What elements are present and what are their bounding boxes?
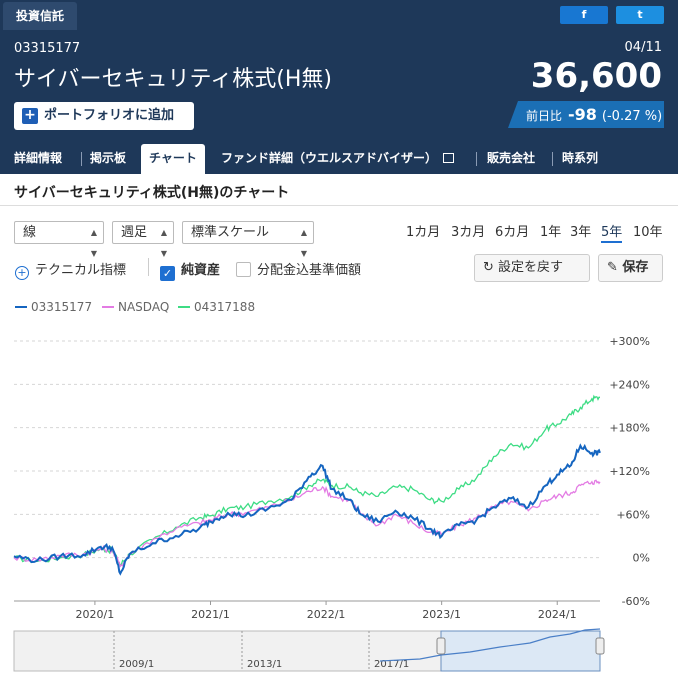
fund-nav: 詳細情報 掲示板 チャート ファンド詳細（ウエルスアドバイザー） 販売会社 時系… bbox=[0, 144, 678, 174]
x-tick-label: 2023/1 bbox=[422, 608, 461, 621]
dividend-nav-checkbox[interactable]: 分配金込基準価額 bbox=[236, 259, 361, 278]
y-tick-label: -60% bbox=[622, 595, 650, 608]
checkbox-empty-icon bbox=[236, 262, 251, 277]
tab-details[interactable]: 詳細情報 bbox=[14, 151, 63, 165]
tab-board[interactable]: 掲示板 bbox=[90, 151, 127, 165]
period-6m[interactable]: 6カ月 bbox=[495, 225, 530, 240]
y-tick-label: +300% bbox=[609, 335, 650, 348]
y-tick-label: +240% bbox=[609, 378, 650, 391]
top-bar: 投資信託 f t bbox=[0, 0, 678, 30]
series-line-03315177 bbox=[13, 443, 601, 576]
period-3y[interactable]: 3年 bbox=[570, 225, 592, 240]
fund-name: サイバーセキュリティ株式(H無) bbox=[14, 67, 332, 92]
chevron-updown-icon: ▲ ▼ bbox=[90, 228, 97, 258]
scale-select[interactable]: 標準スケール ▲ ▼ bbox=[182, 221, 314, 258]
reset-settings-button[interactable]: ↻ 設定を戻す bbox=[474, 254, 590, 282]
technical-indicator-toggle[interactable]: + テクニカル指標 bbox=[15, 259, 126, 280]
legend-label: NASDAQ bbox=[118, 300, 170, 314]
chart-type-value: 線 bbox=[23, 225, 37, 240]
x-tick-label: 2022/1 bbox=[307, 608, 346, 621]
price-chart[interactable]: +300% +240% +180% +120% +60% 0% -60% 2020/1 2021… bbox=[0, 325, 678, 683]
navigator-label: 2009/1 bbox=[119, 659, 154, 670]
fund-code: 03315177 bbox=[14, 41, 81, 56]
x-tick-label: 2021/1 bbox=[191, 608, 230, 621]
external-link-icon bbox=[443, 153, 455, 163]
navigator-label: 2017/1 bbox=[374, 659, 409, 670]
chevron-updown-icon: ▲ ▼ bbox=[160, 228, 167, 258]
legend-swatch bbox=[15, 306, 27, 308]
y-tick-label: +60% bbox=[616, 508, 650, 521]
price-change-badge: 前日比 -98 (-0.27 %) bbox=[508, 101, 664, 128]
y-tick-label: 0% bbox=[633, 552, 650, 565]
divider bbox=[148, 258, 149, 276]
period-10y[interactable]: 10年 bbox=[633, 225, 663, 240]
page-title: サイバーセキュリティ株式(H無)のチャート bbox=[14, 185, 290, 201]
x-tick-label: 2020/1 bbox=[76, 608, 115, 621]
net-assets-label: 純資産 bbox=[181, 263, 221, 278]
save-label: 保存 bbox=[622, 260, 649, 275]
interval-select[interactable]: 週足 ▲ ▼ bbox=[112, 221, 174, 258]
tab-timeseries[interactable]: 時系列 bbox=[562, 151, 599, 165]
nav-separator bbox=[552, 152, 553, 166]
tab-fund-details[interactable]: ファンド詳細（ウエルスアドバイザー） bbox=[221, 144, 455, 174]
chart-type-select[interactable]: 線 ▲ ▼ bbox=[14, 221, 104, 258]
legend-item-nasdaq[interactable]: NASDAQ bbox=[102, 300, 169, 314]
period-5y[interactable]: 5年 bbox=[601, 221, 623, 243]
checkmark-icon: ✓ bbox=[160, 266, 175, 281]
legend-swatch bbox=[178, 306, 190, 308]
nav-separator bbox=[476, 152, 477, 166]
scale-value: 標準スケール bbox=[191, 225, 270, 240]
legend-swatch bbox=[102, 306, 114, 308]
dividend-nav-label: 分配金込基準価額 bbox=[257, 263, 362, 278]
paperclip-icon: ✎ bbox=[607, 260, 623, 275]
reset-label: 設定を戻す bbox=[498, 260, 564, 275]
facebook-icon: f bbox=[581, 8, 587, 21]
legend-label: 03315177 bbox=[31, 300, 93, 314]
change-value: -98 bbox=[568, 105, 597, 124]
category-tab[interactable]: 投資信託 bbox=[3, 2, 77, 30]
y-tick-label: +120% bbox=[609, 465, 650, 478]
tab-distributors[interactable]: 販売会社 bbox=[487, 151, 536, 165]
add-portfolio-label: ポートフォリオに追加 bbox=[44, 108, 175, 123]
twitter-icon: t bbox=[637, 8, 643, 21]
tab-fund-details-label: ファンド詳細（ウエルスアドバイザー） bbox=[221, 151, 438, 165]
refresh-icon: ↻ bbox=[483, 260, 499, 275]
nav-separator bbox=[81, 152, 82, 166]
facebook-share-button[interactable]: f bbox=[560, 6, 608, 24]
legend-item-03315177[interactable]: 03315177 bbox=[15, 300, 92, 314]
period-1y[interactable]: 1年 bbox=[540, 225, 562, 240]
navigator-handle-left bbox=[436, 637, 446, 655]
navigator-label: 2013/1 bbox=[247, 659, 282, 670]
plus-circle-icon: + bbox=[15, 266, 29, 280]
fund-price: 36,600 bbox=[530, 56, 662, 96]
save-button[interactable]: ✎ 保存 bbox=[598, 254, 663, 282]
change-label: 前日比 bbox=[526, 109, 563, 123]
y-tick-label: +180% bbox=[609, 422, 650, 435]
series-line-nasdaq bbox=[13, 479, 601, 568]
twitter-share-button[interactable]: t bbox=[616, 6, 664, 24]
navigator-handle-right bbox=[595, 637, 605, 655]
period-1m[interactable]: 1カ月 bbox=[406, 225, 441, 240]
add-portfolio-button[interactable]: + ポートフォリオに追加 bbox=[14, 102, 194, 130]
plus-icon: + bbox=[22, 108, 38, 124]
tab-chart[interactable]: チャート bbox=[141, 144, 205, 174]
interval-value: 週足 bbox=[121, 225, 148, 240]
navigator-selection bbox=[440, 630, 601, 672]
legend-label: 04317188 bbox=[194, 300, 256, 314]
navigator-series-line bbox=[379, 628, 601, 662]
divider bbox=[0, 205, 678, 206]
change-percent: (-0.27 %) bbox=[601, 109, 663, 124]
net-assets-checkbox[interactable]: ✓ 純資産 bbox=[160, 259, 220, 281]
price-date: 04/11 bbox=[624, 40, 662, 55]
technical-label: テクニカル指標 bbox=[35, 263, 127, 278]
x-tick-label: 2024/1 bbox=[538, 608, 577, 621]
legend-item-04317188[interactable]: 04317188 bbox=[178, 300, 255, 314]
chevron-updown-icon: ▲ ▼ bbox=[300, 228, 307, 258]
period-3m[interactable]: 3カ月 bbox=[451, 225, 486, 240]
